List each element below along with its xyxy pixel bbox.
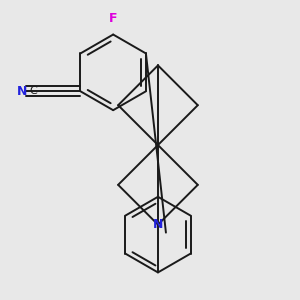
Text: F: F: [109, 12, 117, 25]
Text: N: N: [153, 218, 163, 231]
Text: C: C: [30, 86, 38, 96]
Text: N: N: [16, 85, 27, 98]
